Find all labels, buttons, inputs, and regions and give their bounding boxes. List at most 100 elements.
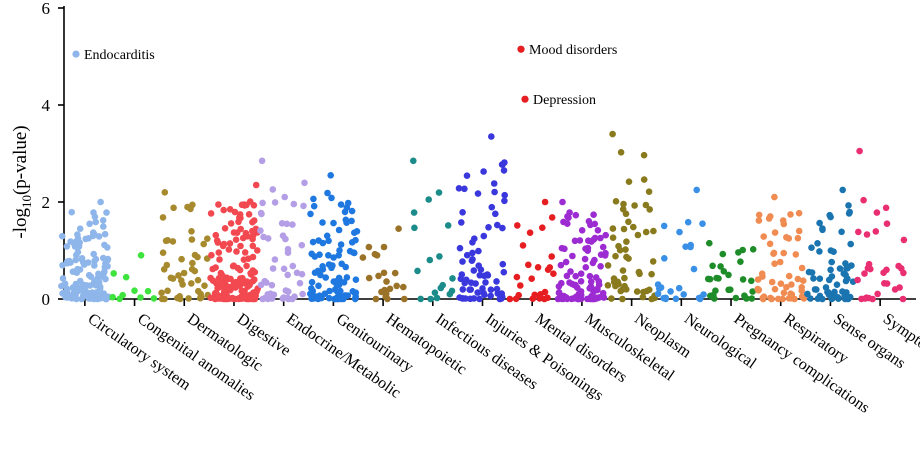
data-point [785, 235, 793, 242]
data-point [777, 280, 785, 288]
data-point [467, 286, 475, 293]
data-point [232, 284, 239, 291]
data-point [492, 210, 499, 218]
data-point [324, 189, 331, 197]
data-point [696, 295, 704, 303]
data-point [336, 275, 343, 283]
data-point [845, 210, 853, 217]
data-point [102, 275, 109, 283]
data-point [634, 231, 642, 239]
data-point [77, 284, 85, 291]
data-point [184, 203, 191, 211]
data-point [513, 273, 521, 281]
data-point [572, 272, 579, 280]
data-point [188, 265, 196, 273]
data-point [537, 291, 544, 298]
data-point [80, 259, 87, 266]
data-point [662, 295, 670, 303]
data-point [257, 227, 264, 234]
data-point [597, 234, 604, 242]
data-point [623, 238, 630, 245]
data-point [720, 268, 728, 275]
data-point [271, 199, 279, 206]
data-point [898, 265, 905, 272]
data-point [577, 278, 585, 285]
data-point [327, 172, 335, 179]
data-point [563, 272, 571, 280]
data-point [223, 294, 231, 302]
data-point [247, 269, 254, 277]
data-point [309, 238, 317, 246]
highlight-point [521, 95, 529, 103]
data-point [463, 172, 471, 179]
data-point [310, 195, 317, 203]
data-point [253, 287, 261, 295]
data-point [144, 287, 152, 295]
data-point [825, 276, 833, 284]
data-point [269, 186, 277, 193]
data-point [470, 267, 478, 274]
data-point [577, 288, 585, 295]
data-point [567, 268, 574, 275]
data-point [231, 208, 239, 216]
data-point [411, 224, 418, 232]
data-point [788, 291, 796, 298]
data-point [260, 233, 267, 241]
data-point [612, 198, 620, 205]
data-point [59, 290, 66, 297]
data-point [827, 213, 834, 221]
data-point [227, 275, 234, 283]
data-point [506, 295, 514, 303]
data-point [185, 295, 192, 302]
data-point [383, 278, 390, 285]
data-point [86, 220, 93, 228]
data-point [500, 268, 508, 276]
data-point [550, 270, 557, 278]
y-axis-label: -log10(p-value) [10, 125, 34, 238]
data-point [725, 286, 732, 294]
data-point [470, 295, 478, 302]
data-point [807, 295, 814, 302]
data-point [477, 266, 485, 274]
data-point [351, 295, 359, 303]
highlight-point [72, 50, 80, 58]
data-point [640, 288, 647, 296]
data-point [207, 210, 215, 217]
data-point [158, 289, 165, 297]
data-point [100, 254, 107, 262]
data-point [315, 237, 322, 244]
data-point [519, 242, 527, 249]
data-point [325, 294, 333, 302]
data-point [766, 240, 774, 248]
data-point [770, 249, 778, 257]
data-point [232, 278, 240, 286]
data-point [431, 289, 439, 297]
data-point [101, 268, 108, 275]
annotations: Endocarditis Mood disorders Depression [72, 43, 617, 108]
data-point [591, 220, 599, 228]
data-point [743, 295, 750, 302]
data-point [755, 217, 763, 224]
data-point [89, 232, 97, 240]
data-point [380, 243, 388, 251]
data-point [90, 250, 97, 258]
data-point [610, 278, 618, 286]
data-point [828, 258, 835, 266]
data-point [590, 288, 597, 295]
data-point [883, 266, 890, 274]
data-point [831, 288, 838, 296]
data-point [401, 295, 408, 303]
data-point [290, 200, 298, 208]
data-point [749, 246, 757, 253]
data-point [808, 244, 815, 251]
data-point [469, 255, 476, 263]
data-point [216, 294, 224, 302]
data-point [844, 295, 852, 303]
data-point [649, 258, 657, 265]
data-point [220, 206, 227, 214]
data-point [564, 220, 571, 227]
data-point [341, 208, 349, 216]
data-point [298, 270, 306, 278]
data-point [676, 228, 683, 236]
